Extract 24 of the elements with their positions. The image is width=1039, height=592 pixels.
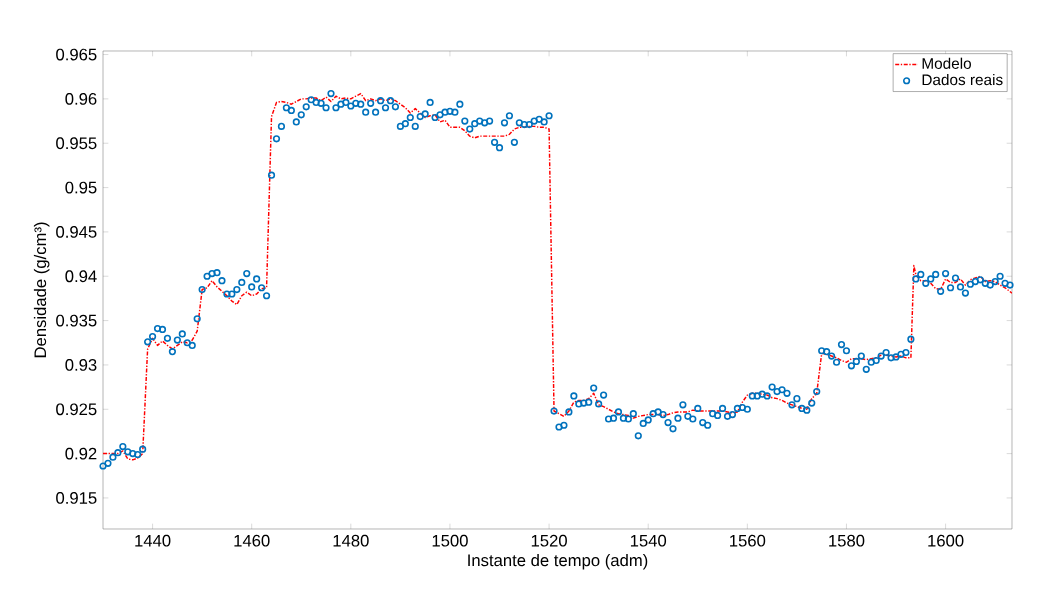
x-tick-label: 1500: [432, 534, 468, 547]
x-tick-label: 1560: [730, 534, 766, 547]
y-tick-label: 0.96: [65, 92, 97, 105]
y-tick-label: 0.93: [65, 359, 97, 371]
y-tick-label: 0.945: [56, 226, 97, 238]
legend-label: Modelo: [922, 57, 971, 69]
y-tick-label: 0.92: [65, 447, 97, 460]
legend-label: Dados reais: [922, 73, 1003, 86]
x-tick-label: 1580: [829, 534, 865, 547]
y-tick-label: 0.95: [65, 181, 97, 194]
y-tick-label: 0.94: [65, 270, 97, 283]
x-tick-label: 1480: [333, 534, 369, 547]
x-tick-label: 1600: [928, 534, 964, 547]
x-tick-label: 1460: [234, 534, 270, 547]
x-tick-label: 1520: [531, 534, 567, 547]
x-axis-title: Instante de tempo (adm): [468, 553, 648, 570]
y-tick-label: 0.965: [56, 48, 97, 61]
y-tick-label: 0.935: [56, 314, 97, 327]
x-tick-label: 1440: [135, 534, 171, 547]
y-tick-label: 0.915: [56, 492, 97, 504]
x-tick-label: 1540: [630, 534, 667, 547]
y-tick-label: 0.925: [56, 403, 97, 416]
y-axis-title: Densidade (g/cm³): [33, 222, 50, 358]
y-tick-label: 0.955: [56, 137, 97, 150]
